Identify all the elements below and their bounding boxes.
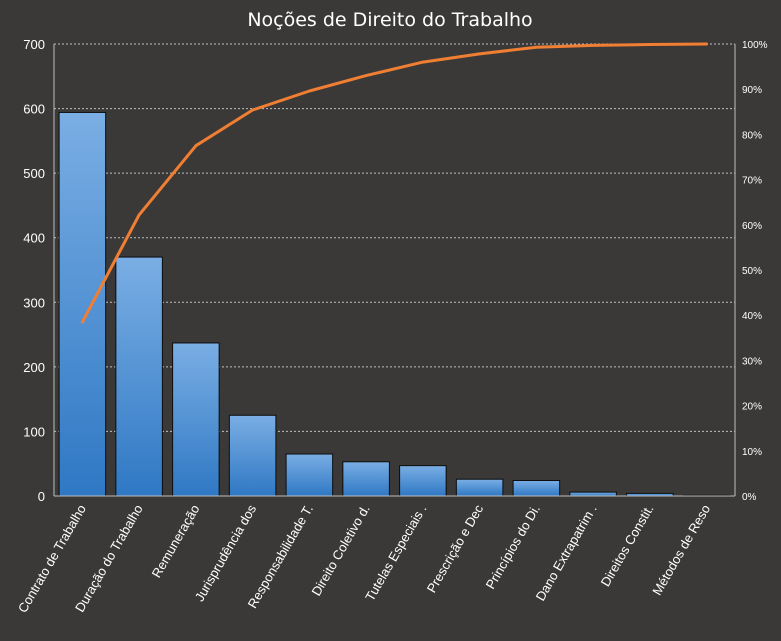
bar: [285, 453, 334, 497]
right-tick-label: 70%: [742, 176, 762, 187]
category-label: Remuneração: [149, 502, 203, 580]
category-label: Dano Extrapatrim .: [533, 502, 600, 603]
chart-title: Noções de Direito do Trabalho: [247, 9, 532, 31]
right-tick-label: 20%: [742, 402, 762, 413]
right-tick-label: 90%: [742, 85, 762, 96]
right-tick-label: 0%: [742, 492, 757, 503]
bar-series: [58, 111, 731, 497]
right-tick-label: 100%: [742, 40, 768, 51]
cumulative-line: [80, 42, 709, 324]
category-label: Direitos Constit.: [598, 502, 657, 589]
bar: [512, 480, 561, 497]
right-axis-ticks: 0% 10% 20% 30% 40% 50% 60% 70% 80% 90% 100%: [742, 40, 768, 503]
right-tick-label: 50%: [742, 266, 762, 277]
bar: [399, 465, 447, 497]
right-tick-label: 80%: [742, 130, 762, 141]
left-tick-label: 100: [23, 424, 45, 439]
left-tick-label: 400: [23, 231, 45, 246]
axes: [53, 44, 736, 497]
right-tick-label: 30%: [742, 356, 762, 367]
right-tick-label: 60%: [742, 221, 762, 232]
left-tick-label: 700: [23, 37, 45, 52]
bar: [342, 461, 390, 497]
left-tick-label: 0: [38, 489, 45, 504]
category-label: Direito Coletivo d.: [308, 502, 372, 598]
category-label: Jurisprudência dos: [192, 502, 260, 604]
left-axis-ticks: 0 100 200 300 400 500 600 700: [23, 37, 45, 504]
category-label: Responsabilidade T.: [245, 502, 316, 611]
bar: [228, 414, 277, 497]
category-label: Tutelas Especiais .: [362, 502, 429, 604]
left-tick-label: 300: [23, 295, 45, 310]
category-label: Prescrição e Dec: [424, 502, 487, 596]
right-tick-label: 10%: [742, 447, 762, 458]
left-tick-label: 200: [23, 360, 45, 375]
cumulative-line-series: [80, 42, 709, 324]
left-tick-label: 600: [23, 102, 45, 117]
bar: [172, 342, 220, 497]
category-label: Princípios do Di.: [483, 502, 543, 591]
bar: [115, 256, 163, 497]
right-tick-label: 40%: [742, 311, 762, 322]
bar: [455, 478, 504, 497]
left-tick-label: 500: [23, 166, 45, 181]
category-label: Métodos de Reso: [649, 502, 713, 598]
bar: [569, 491, 617, 497]
gridlines: [54, 43, 735, 432]
bar: [58, 111, 107, 497]
